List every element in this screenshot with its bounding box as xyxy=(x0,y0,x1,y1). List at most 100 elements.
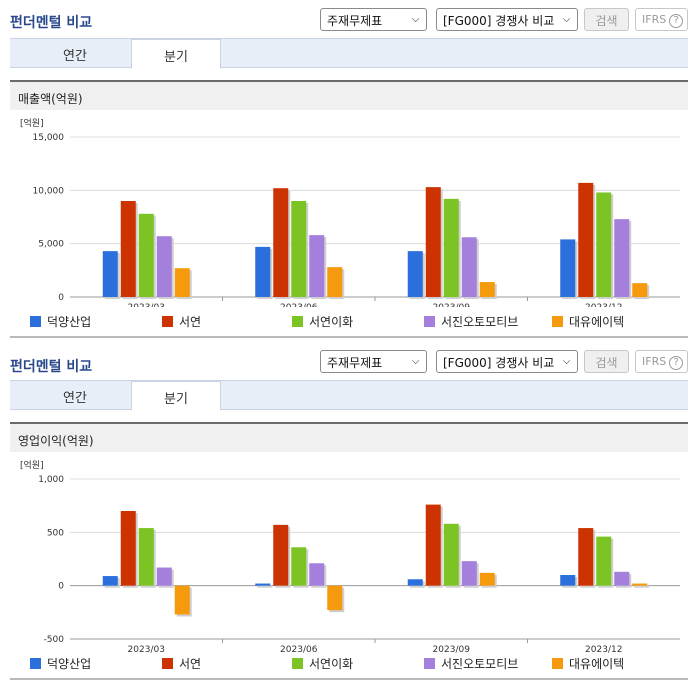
help-icon[interactable]: ? xyxy=(669,356,684,370)
bar-대유에이텍 xyxy=(174,585,190,615)
legend-item[interactable]: 서연이화 xyxy=(292,313,353,330)
bar-서연 xyxy=(425,187,441,297)
bar-서연이화 xyxy=(291,201,307,297)
compare-select[interactable]: [FG000] 경쟁사 비교 ⌵ xyxy=(436,350,578,373)
x-tick-label: 2023/09 xyxy=(433,645,471,654)
bar-서연 xyxy=(425,504,441,586)
legend-item[interactable]: 서진오토모티브 xyxy=(424,655,518,672)
x-tick-label: 2023/12 xyxy=(585,645,622,654)
bar-서진오토모티브 xyxy=(156,236,172,297)
legend-swatch xyxy=(162,316,173,327)
compare-value: [FG000] 경쟁사 비교 xyxy=(443,356,555,370)
ifrs-label: IFRS xyxy=(642,355,667,368)
legend-swatch xyxy=(162,658,173,669)
sales-chart: [억원] 0 5,000 10,000 15,000 2023/03 2023/06 2023… xyxy=(20,117,680,307)
bar-서연이화 xyxy=(138,528,154,586)
chevron-down-icon: ⌵ xyxy=(411,356,420,367)
y-tick-label: 15,000 xyxy=(33,133,65,143)
chart-legend: 덕양산업 서연 서연이화 서진오토모티브 대유에이텍 xyxy=(30,655,670,671)
help-icon[interactable]: ? xyxy=(669,14,684,28)
bar-대유에이텍 xyxy=(479,282,495,297)
bar-덕양산업 xyxy=(255,583,271,586)
y-tick-label: 1,000 xyxy=(38,475,64,485)
bar-대유에이텍 xyxy=(632,583,648,586)
legend-swatch xyxy=(292,316,303,327)
report-type-value: 주재무제표 xyxy=(327,356,383,370)
y-tick-label: 0 xyxy=(58,293,64,303)
x-tick-label: 2023/09 xyxy=(433,303,471,307)
legend-item[interactable]: 서연 xyxy=(162,655,201,672)
y-unit-label: [억원] xyxy=(20,117,44,129)
legend-item[interactable]: 서연이화 xyxy=(292,655,353,672)
bar-대유에이텍 xyxy=(327,585,343,611)
section-header: 영업이익(억원) xyxy=(10,422,688,452)
ifrs-button[interactable]: IFRS? xyxy=(635,350,688,373)
legend-swatch xyxy=(552,316,563,327)
legend-item[interactable]: 덕양산업 xyxy=(30,313,91,330)
bar-서진오토모티브 xyxy=(309,563,325,586)
legend-label: 덕양산업 xyxy=(47,657,92,671)
bar-서진오토모티브 xyxy=(614,571,630,586)
legend-item[interactable]: 서연 xyxy=(162,313,201,330)
tab-annual[interactable]: 연간 xyxy=(63,391,87,406)
bar-대유에이텍 xyxy=(327,267,343,297)
bar-서연 xyxy=(120,511,136,586)
bar-덕양산업 xyxy=(407,579,423,586)
y-tick-label: 5,000 xyxy=(38,240,64,250)
bar-서연 xyxy=(273,524,289,586)
bar-덕양산업 xyxy=(102,576,118,586)
bar-서연이화 xyxy=(443,198,459,297)
bar-서연 xyxy=(120,201,136,297)
bar-서진오토모티브 xyxy=(156,567,172,586)
tab-quarterly[interactable]: 분기 xyxy=(131,39,221,69)
bar-서연이화 xyxy=(291,547,307,586)
legend-label: 서연 xyxy=(179,315,202,329)
y-tick-label: 500 xyxy=(47,528,64,538)
bar-덕양산업 xyxy=(560,239,576,297)
x-tick-label: 2023/06 xyxy=(280,645,318,654)
chart-legend: 덕양산업 서연 서연이화 서진오토모티브 대유에이텍 xyxy=(30,313,670,329)
bar-서연 xyxy=(273,188,289,297)
bar-서연이화 xyxy=(596,192,612,297)
divider xyxy=(10,336,688,338)
panel-sales: 펀더멘털 비교 주재무제표 ⌵ [FG000] 경쟁사 비교 ⌵ 검색 IFRS… xyxy=(0,0,696,340)
section-header: 매출액(억원) xyxy=(10,80,688,110)
bar-대유에이텍 xyxy=(632,283,648,297)
bar-shadow xyxy=(634,585,650,588)
legend-label: 서연 xyxy=(179,657,202,671)
report-type-select[interactable]: 주재무제표 ⌵ xyxy=(320,8,427,31)
ifrs-button[interactable]: IFRS? xyxy=(635,8,688,31)
legend-label: 서연이화 xyxy=(309,315,354,329)
bar-서진오토모티브 xyxy=(461,561,477,586)
legend-swatch xyxy=(292,658,303,669)
tab-quarterly[interactable]: 분기 xyxy=(131,381,221,411)
bar-서연이화 xyxy=(596,536,612,586)
x-tick-label: 2023/12 xyxy=(585,303,622,307)
bar-서진오토모티브 xyxy=(309,235,325,297)
x-tick-label: 2023/03 xyxy=(128,303,165,307)
tab-annual[interactable]: 연간 xyxy=(63,49,87,64)
legend-label: 대유에이텍 xyxy=(569,657,625,671)
panel-title: 펀더멘털 비교 xyxy=(10,359,93,375)
search-button[interactable]: 검색 xyxy=(584,8,629,31)
search-button[interactable]: 검색 xyxy=(584,350,629,373)
legend-item[interactable]: 덕양산업 xyxy=(30,655,91,672)
y-tick-label: -500 xyxy=(44,635,65,645)
report-type-select[interactable]: 주재무제표 ⌵ xyxy=(320,350,427,373)
bar-서진오토모티브 xyxy=(614,219,630,297)
period-tabs: 연간 분기 xyxy=(10,38,688,69)
legend-swatch xyxy=(30,658,41,669)
legend-swatch xyxy=(552,658,563,669)
ifrs-label: IFRS xyxy=(642,13,667,26)
report-type-value: 주재무제표 xyxy=(327,14,383,28)
compare-select[interactable]: [FG000] 경쟁사 비교 ⌵ xyxy=(436,8,578,31)
legend-item[interactable]: 대유에이텍 xyxy=(552,655,624,672)
bar-덕양산업 xyxy=(102,251,118,297)
chevron-down-icon: ⌵ xyxy=(562,356,571,367)
bar-서진오토모티브 xyxy=(461,237,477,297)
legend-item[interactable]: 대유에이텍 xyxy=(552,313,624,330)
bar-서연 xyxy=(578,528,594,586)
compare-value: [FG000] 경쟁사 비교 xyxy=(443,14,555,28)
legend-swatch xyxy=(30,316,41,327)
legend-item[interactable]: 서진오토모티브 xyxy=(424,313,518,330)
